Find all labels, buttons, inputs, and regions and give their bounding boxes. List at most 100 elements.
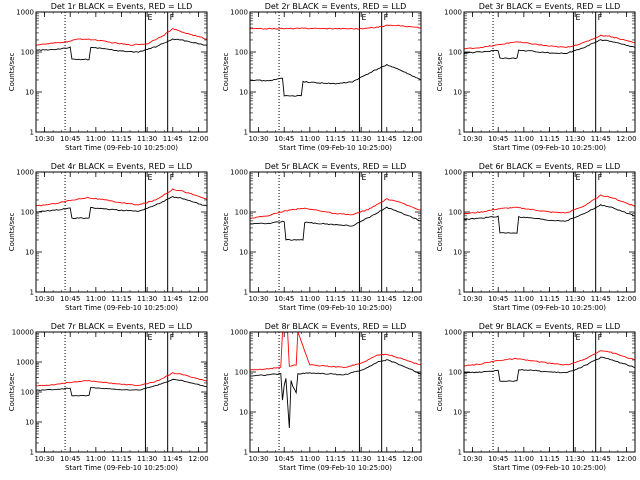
x-axis-label: Start Time (09-Feb-10 10:25:00) — [493, 144, 606, 152]
x-tick-label: 10:45 — [60, 135, 80, 143]
x-tick-label: 11:45 — [591, 295, 611, 303]
y-axis-label: Counts/sec — [8, 53, 16, 92]
x-tick-label: 11:45 — [163, 455, 183, 463]
x-tick-label: 11:00 — [300, 295, 320, 303]
detector-plot-8: Det 8r BLACK = Events, RED = LLD 1 10 100 10… — [222, 322, 423, 472]
x-tick-label: 11:00 — [86, 455, 106, 463]
series-line-lld — [36, 372, 207, 387]
marker-label-e: E — [361, 13, 366, 22]
marker-label-f: F — [598, 333, 603, 342]
y-tick-label: 10 — [453, 249, 462, 257]
x-axis-label: Start Time (09-Feb-10 10:25:00) — [279, 304, 392, 312]
detector-plot-9: Det 9r BLACK = Events, RED = LLD 1 10 100 10… — [436, 322, 637, 472]
x-tick-label: 12:00 — [188, 135, 208, 143]
series-line-lld — [250, 332, 421, 371]
marker-label-e: E — [361, 173, 366, 182]
x-tick-label: 10:30 — [34, 295, 54, 303]
marker-label-e: E — [575, 173, 580, 182]
x-axis-label: Start Time (09-Feb-10 10:25:00) — [65, 144, 178, 152]
plot-title: Det 4r BLACK = Events, RED = LLD — [51, 162, 193, 171]
series-line-events — [464, 204, 635, 234]
x-tick-label: 11:45 — [591, 455, 611, 463]
y-tick-label: 1000 — [16, 359, 34, 367]
detector-plot-2: Det 2r BLACK = Events, RED = LLD 1 10 100 10… — [222, 2, 423, 152]
x-tick-label: 11:45 — [377, 135, 397, 143]
x-tick-label: 12:00 — [616, 295, 636, 303]
series-line-lld — [36, 27, 207, 46]
y-tick-label: 10 — [239, 249, 248, 257]
x-tick-label: 10:30 — [248, 135, 268, 143]
y-axis-label: Counts/sec — [222, 53, 230, 92]
plot-frame — [35, 11, 208, 133]
x-tick-label: 11:15 — [111, 455, 131, 463]
y-axis-label: Counts/sec — [436, 373, 444, 412]
y-tick-label: 1 — [244, 289, 248, 297]
detector-plot-1: Det 1r BLACK = Events, RED = LLD 1 10 100 10… — [8, 2, 209, 152]
series-line-lld — [464, 350, 635, 367]
plot-frame — [35, 171, 208, 293]
x-tick-label: 11:15 — [325, 135, 345, 143]
x-tick-label: 12:00 — [616, 455, 636, 463]
plot-title: Det 5r BLACK = Events, RED = LLD — [265, 162, 407, 171]
plot-title: Det 9r BLACK = Events, RED = LLD — [479, 322, 621, 331]
x-tick-label: 11:15 — [539, 135, 559, 143]
y-tick-label: 10 — [239, 89, 248, 97]
plot-frame — [463, 331, 636, 453]
x-axis-label: Start Time (09-Feb-10 10:25:00) — [279, 144, 392, 152]
x-tick-label: 10:45 — [488, 135, 508, 143]
x-tick-label: 10:30 — [462, 455, 482, 463]
series-line-lld — [250, 198, 421, 220]
y-axis-label: Counts/sec — [8, 213, 16, 252]
y-tick-label: 1000 — [230, 329, 248, 337]
x-tick-label: 10:45 — [488, 295, 508, 303]
x-tick-label: 10:45 — [60, 455, 80, 463]
y-tick-label: 10 — [25, 249, 34, 257]
series-line-events — [464, 356, 635, 382]
plot-frame — [249, 171, 422, 293]
plot-frame — [249, 11, 422, 133]
y-tick-label: 1 — [458, 449, 462, 457]
series-line-lld — [464, 34, 635, 50]
x-axis-label: Start Time (09-Feb-10 10:25:00) — [279, 464, 392, 472]
x-tick-label: 12:00 — [402, 135, 422, 143]
marker-label-e: E — [147, 13, 152, 22]
y-tick-label: 100 — [21, 49, 34, 57]
x-tick-label: 10:30 — [248, 295, 268, 303]
x-tick-label: 10:30 — [34, 455, 54, 463]
series-line-events — [464, 39, 635, 60]
detector-plot-7: Det 7r BLACK = Events, RED = LLD 1 10 100 10… — [8, 322, 209, 472]
y-tick-label: 10 — [453, 409, 462, 417]
x-tick-label: 11:30 — [137, 135, 157, 143]
x-tick-label: 10:30 — [248, 455, 268, 463]
marker-label-f: F — [384, 173, 389, 182]
y-tick-label: 100 — [21, 209, 34, 217]
detector-plot-3: Det 3r BLACK = Events, RED = LLD 1 10 100 10… — [436, 2, 637, 152]
plot-title: Det 1r BLACK = Events, RED = LLD — [51, 2, 193, 11]
x-axis-label: Start Time (09-Feb-10 10:25:00) — [65, 464, 178, 472]
series-line-lld — [36, 188, 207, 207]
y-tick-label: 100 — [21, 389, 34, 397]
y-tick-label: 1 — [244, 449, 248, 457]
x-tick-label: 11:30 — [565, 135, 585, 143]
x-tick-label: 11:30 — [351, 135, 371, 143]
marker-label-f: F — [598, 173, 603, 182]
x-tick-label: 11:30 — [137, 455, 157, 463]
plot-title: Det 7r BLACK = Events, RED = LLD — [51, 322, 193, 331]
x-axis-label: Start Time (09-Feb-10 10:25:00) — [493, 304, 606, 312]
x-tick-label: 11:00 — [300, 135, 320, 143]
detector-plot-6: Det 6r BLACK = Events, RED = LLD 1 10 100 10… — [436, 162, 637, 312]
series-line-events — [36, 195, 207, 220]
x-tick-label: 11:00 — [514, 455, 534, 463]
series-line-lld — [250, 24, 421, 30]
plot-frame — [463, 171, 636, 293]
series-line-events — [250, 359, 421, 429]
marker-label-f: F — [598, 13, 603, 22]
series-line-events — [36, 38, 207, 61]
marker-label-f: F — [170, 173, 175, 182]
x-tick-label: 11:30 — [351, 295, 371, 303]
plot-frame — [249, 331, 422, 453]
x-tick-label: 11:30 — [137, 295, 157, 303]
y-axis-label: Counts/sec — [222, 213, 230, 252]
marker-label-f: F — [170, 333, 175, 342]
